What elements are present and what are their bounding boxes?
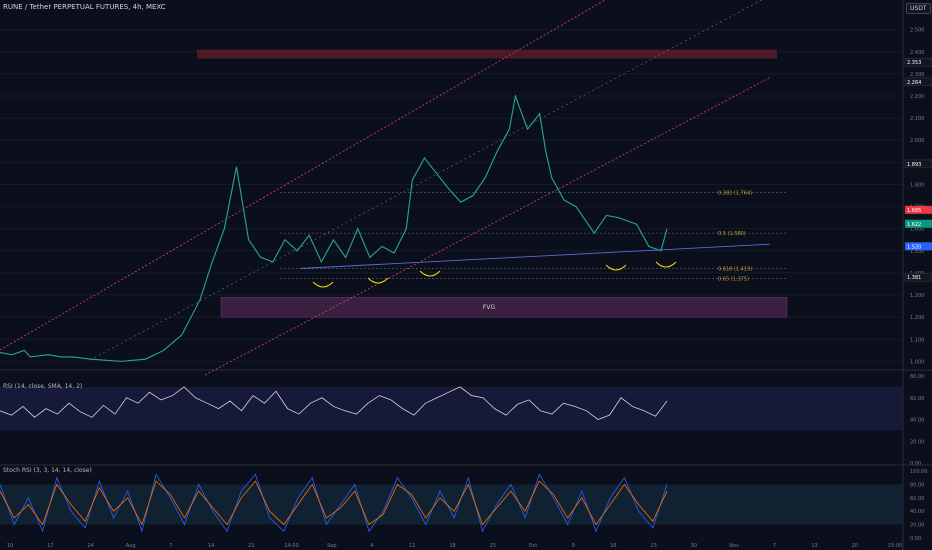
- price-label-text: 1.381: [907, 275, 921, 281]
- price-label-box: [904, 159, 932, 169]
- stoch-k-line: [0, 473, 668, 533]
- fib-level-label: 0.382 (1.764): [718, 190, 752, 196]
- y-tick-label: 1.300: [910, 293, 924, 299]
- stoch-tick-label: 40.00: [910, 509, 924, 515]
- rsi-band: [0, 386, 903, 431]
- x-tick-label: Nov: [729, 543, 739, 549]
- x-tick-label: Aug: [126, 543, 136, 549]
- swing-low-marker: [312, 281, 334, 288]
- channel-upper: [0, 0, 606, 351]
- support-trendline: [299, 243, 771, 269]
- stoch-d-line: [0, 480, 668, 526]
- x-tick-label: 10: [7, 543, 13, 549]
- rsi-tick-label: 40.00: [910, 418, 924, 424]
- x-tick-label: 11: [409, 543, 415, 549]
- price-label-text: 1.893: [907, 162, 921, 168]
- y-tick-label: 2.400: [910, 50, 924, 56]
- price-label-text: 1.622: [907, 222, 921, 228]
- stoch-tick-label: 20.00: [910, 523, 924, 529]
- x-tick-label: 21: [248, 543, 254, 549]
- rsi-tick-label: 80.00: [910, 374, 924, 380]
- price-label-text: 2.353: [907, 60, 921, 66]
- x-tick-label: 9: [572, 543, 575, 549]
- swing-low-marker: [367, 277, 389, 284]
- x-tick-label: 20: [852, 543, 858, 549]
- price-label-box: [904, 272, 932, 282]
- x-tick-label: 7: [169, 543, 172, 549]
- rsi-tick-label: 20.00: [910, 439, 924, 445]
- price-label-text: 1.685: [907, 208, 921, 214]
- swing-low-marker: [655, 261, 677, 268]
- x-tick-label: 25: [490, 543, 496, 549]
- x-tick-label: 30: [691, 543, 697, 549]
- x-tick-label: 24: [87, 543, 93, 549]
- x-tick-label: 17: [47, 543, 53, 549]
- stoch-tick-label: 60.00: [910, 496, 924, 502]
- fib-level-label: 0.618 (1.419): [718, 267, 752, 273]
- price-label-text: 2.264: [907, 80, 921, 86]
- x-tick-label: Oct: [529, 543, 538, 549]
- y-tick-label: 1.600: [910, 227, 924, 233]
- stoch-tick-label: 100.00: [910, 469, 928, 475]
- rsi-tick-label: 0.00: [910, 461, 921, 467]
- stoch-label: Stoch RSI (3, 3, 14, 14, close): [3, 467, 92, 474]
- price-label-box: [904, 77, 932, 87]
- x-tick-label: 15:00: [888, 543, 902, 549]
- x-tick-label: 13: [811, 543, 817, 549]
- x-tick-label: 14: [208, 543, 214, 549]
- price-label-box: [904, 242, 932, 251]
- price-label-box: [904, 219, 932, 229]
- y-tick-label: 1.800: [910, 182, 924, 188]
- x-tick-label: 18: [449, 543, 455, 549]
- x-tick-label: 4: [370, 543, 373, 549]
- x-tick-label: 23: [650, 543, 656, 549]
- stoch-tick-label: 80.00: [910, 482, 924, 488]
- x-tick-label: 16: [610, 543, 616, 549]
- swing-low-marker: [605, 264, 627, 271]
- x-tick-label: Sep: [327, 543, 336, 549]
- x-tick-label: 14:00: [284, 543, 298, 549]
- y-tick-label: 2.100: [910, 116, 924, 122]
- y-tick-label: 2.000: [910, 138, 924, 144]
- currency-selector[interactable]: USDT: [906, 3, 931, 14]
- zone-fvg: [220, 296, 788, 318]
- y-tick-label: 1.500: [910, 249, 924, 255]
- y-tick-label: 2.300: [910, 72, 924, 78]
- y-tick-label: 1.000: [910, 359, 924, 365]
- swing-low-marker: [419, 270, 441, 277]
- chart-title: RUNE / Tether PERPETUAL FUTURES, 4h, MEX…: [3, 3, 166, 11]
- rsi-line: [0, 386, 668, 420]
- y-tick-label: 2.500: [910, 28, 924, 34]
- y-tick-label: 1.100: [910, 337, 924, 343]
- price-label-text: 1.520: [907, 244, 921, 250]
- price-label-box: [904, 205, 932, 215]
- fib-level-label: 0.5 (1.580): [718, 231, 746, 237]
- channel-lower: [204, 76, 772, 376]
- x-tick-label: 7: [773, 543, 776, 549]
- y-tick-label: 2.200: [910, 94, 924, 100]
- channel-mid: [89, 0, 763, 361]
- zone-label: FVG: [483, 304, 496, 311]
- price-label-box: [904, 57, 932, 67]
- y-tick-label: 1.200: [910, 315, 924, 321]
- fib-level-label: 0.65 (1.375): [718, 276, 749, 282]
- rsi-label: RSI (14, close, SMA, 14, 2): [3, 383, 83, 390]
- stoch-band: [0, 484, 903, 525]
- price-series-line: [0, 93, 668, 362]
- rsi-tick-label: 60.00: [910, 396, 924, 402]
- stoch-tick-label: 0.00: [910, 536, 921, 542]
- zone-resistance: [197, 49, 777, 59]
